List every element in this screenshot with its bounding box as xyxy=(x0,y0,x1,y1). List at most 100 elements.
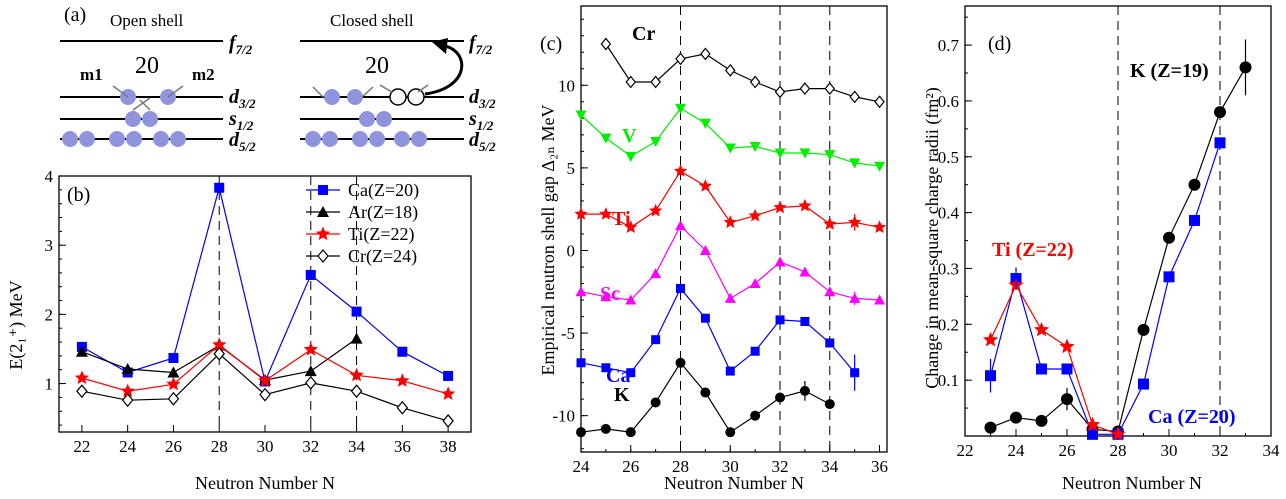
data-point-Cr xyxy=(76,384,88,399)
panel-c-label: (c) xyxy=(540,33,562,55)
hole xyxy=(389,88,407,106)
y-tick-label: 2 xyxy=(45,305,54,324)
data-point-Ar xyxy=(304,365,317,377)
orbital-label-d32-left: d3/2 xyxy=(229,86,256,111)
data-point-Ti xyxy=(673,164,688,177)
series-line-Sc xyxy=(580,224,880,301)
series-line-Ca xyxy=(989,142,1221,435)
data-point-Ti xyxy=(349,367,364,382)
data-point-Ca xyxy=(305,269,316,280)
plot-frame xyxy=(580,5,888,453)
spin-arrow xyxy=(139,99,151,111)
legend-label-Ca: Ca(Z=20) xyxy=(348,180,419,201)
data-point-K xyxy=(984,421,997,434)
label-Ti: Ti xyxy=(612,208,631,230)
data-point-Ti xyxy=(120,383,135,398)
data-point-V xyxy=(849,158,861,169)
panel-d-label: (d) xyxy=(988,33,1011,55)
y-tick-label: 0.5 xyxy=(938,148,959,167)
label-V: V xyxy=(622,125,637,147)
data-point-K xyxy=(1137,323,1150,336)
nucleon xyxy=(153,131,169,147)
data-point-Cr xyxy=(442,413,454,428)
x-tick-label: 32 xyxy=(772,457,789,476)
data-point-Ca xyxy=(825,338,835,348)
data-point-Cr xyxy=(600,37,612,51)
x-tick-label: 28 xyxy=(1110,441,1127,460)
data-point-Ti xyxy=(257,373,273,387)
data-point-Cr xyxy=(749,75,761,89)
data-point-V xyxy=(799,148,811,159)
spin-arrow xyxy=(361,86,374,98)
series-line-Ca xyxy=(580,287,856,374)
data-point-Ti xyxy=(982,331,999,347)
data-point-Sc xyxy=(799,266,811,277)
data-point-V xyxy=(625,151,637,162)
data-point-K xyxy=(600,423,611,434)
panel-c-ylabel: Empirical neutron shell gap Δ₂ₙ MeV xyxy=(538,104,558,375)
x-tick-label: 32 xyxy=(302,437,319,456)
data-point-Ca xyxy=(1189,214,1200,226)
data-point-Ca xyxy=(1087,428,1098,440)
data-point-V xyxy=(724,143,736,154)
data-point-Ca xyxy=(214,182,225,193)
open-shell-title: Open shell xyxy=(110,11,183,30)
y-tick-label: -5 xyxy=(561,324,575,343)
data-point-Ti xyxy=(74,370,89,385)
data-point-Sc xyxy=(575,286,587,297)
legend-label-Cr: Cr(Z=24) xyxy=(348,246,417,267)
x-tick-label: 22 xyxy=(73,437,90,456)
y-tick-label: 0.1 xyxy=(938,371,959,390)
panel-b-xlabel: Neutron Number N xyxy=(195,473,335,493)
nucleon xyxy=(376,111,392,127)
data-point-Ti xyxy=(773,200,787,214)
data-point-Cr xyxy=(213,346,226,361)
spin-arrow xyxy=(379,84,393,93)
x-tick-label: 38 xyxy=(440,437,457,456)
nucleon xyxy=(352,131,368,147)
x-tick-label: 34 xyxy=(1263,441,1281,460)
x-tick-label: 36 xyxy=(871,457,888,476)
data-point-Ca xyxy=(700,313,710,323)
y-tick-label: -10 xyxy=(552,407,575,426)
data-point-K xyxy=(775,392,786,403)
legend-marker-Cr xyxy=(317,249,329,263)
data-point-Ca xyxy=(775,315,785,325)
panel-d-ylabel: Change in mean-square charge radii (fm²) xyxy=(922,87,943,388)
nucleon xyxy=(359,111,375,127)
nucleon xyxy=(142,111,158,127)
nucleon xyxy=(170,131,186,147)
x-tick-label: 36 xyxy=(394,437,411,456)
data-point-Cr xyxy=(304,375,317,390)
x-tick-label: 26 xyxy=(622,457,639,476)
data-point-Cr xyxy=(121,393,134,408)
data-point-V xyxy=(675,103,687,114)
series-line-Cr xyxy=(81,352,449,422)
data-point-V xyxy=(650,136,662,147)
nucleon xyxy=(62,131,78,147)
data-point-K xyxy=(824,399,835,410)
data-point-K xyxy=(750,410,761,421)
data-point-Sc xyxy=(675,220,687,231)
data-point-Cr xyxy=(350,384,363,399)
data-point-Ca xyxy=(626,368,636,378)
spin-arrow xyxy=(167,85,184,98)
data-point-K xyxy=(1035,414,1048,427)
x-tick-label: 24 xyxy=(573,457,591,476)
data-point-Ca xyxy=(443,370,454,381)
x-tick-label: 26 xyxy=(1059,441,1076,460)
data-point-K xyxy=(1214,106,1226,119)
data-point-Ca xyxy=(1061,363,1073,375)
data-point-Cr xyxy=(167,391,180,406)
orbital-label-d52-left: d5/2 xyxy=(229,129,256,154)
excitation-arrow xyxy=(424,44,464,96)
legend-marker-Ca xyxy=(318,185,328,195)
orbital-label-d32-right: d3/2 xyxy=(469,86,496,111)
data-point-V xyxy=(824,150,836,161)
data-point-K xyxy=(725,427,736,438)
legend-label-Ti: Ti(Z=22) xyxy=(348,224,415,245)
m2-label: m2 xyxy=(192,65,215,84)
data-point-Cr xyxy=(700,47,711,61)
data-point-Cr xyxy=(396,400,409,415)
